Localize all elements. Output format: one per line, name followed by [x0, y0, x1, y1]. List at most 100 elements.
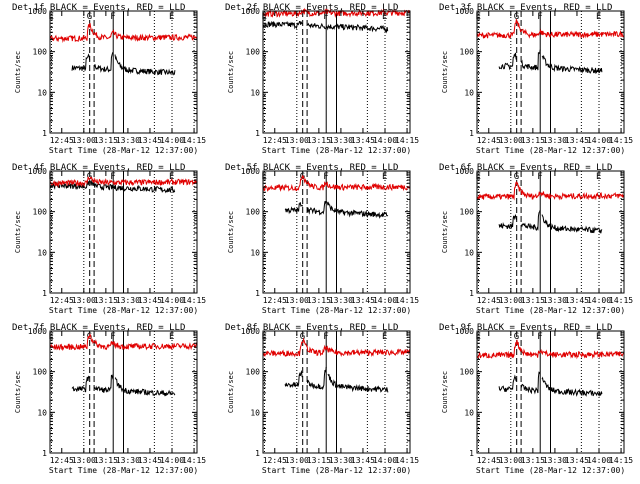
x-tick-label: 13:00	[499, 136, 523, 145]
chart-title: Det 7f BLACK = Events, RED = LLD	[12, 323, 185, 333]
x-tick-label: 13:30	[116, 296, 140, 305]
x-axis-label: Start Time (28-Mar-12 12:37:00)	[262, 466, 411, 475]
y-tick-label: 100	[460, 208, 475, 217]
chart-title: Det 1f BLACK = Events, RED = LLD	[12, 3, 185, 13]
x-tick-label: 13:15	[94, 296, 118, 305]
events-series-line	[263, 20, 389, 34]
y-tick-label: 10	[464, 408, 474, 417]
chart-panel-1: Det 1f BLACK = Events, RED = LLDEGFE1101…	[12, 3, 206, 155]
x-axis-label: Start Time (28-Mar-12 12:37:00)	[49, 146, 198, 155]
chart-title: Det 4f BLACK = Events, RED = LLD	[12, 163, 185, 173]
x-tick-label: 13:30	[329, 456, 353, 465]
x-tick-label: 13:15	[307, 136, 331, 145]
lld-series-line	[49, 333, 198, 352]
x-tick-label: 14:00	[160, 136, 184, 145]
marker-label: F	[323, 172, 328, 182]
y-tick-label: 1000	[28, 167, 47, 176]
y-tick-label: 100	[33, 208, 48, 217]
y-tick-label: 100	[33, 48, 48, 57]
x-tick-label: 12:45	[263, 296, 287, 305]
x-tick-label: 13:30	[329, 136, 353, 145]
x-tick-label: 13:30	[543, 456, 567, 465]
marker-label: E	[596, 12, 601, 22]
marker-label: F	[110, 12, 115, 22]
y-tick-label: 1	[469, 289, 474, 298]
x-tick-label: 14:00	[587, 296, 611, 305]
x-tick-label: 14:00	[160, 456, 184, 465]
y-axis-label: Counts/sec	[441, 371, 449, 413]
x-tick-label: 13:00	[499, 456, 523, 465]
x-tick-label: 12:45	[50, 296, 74, 305]
marker-label: F	[323, 332, 328, 342]
events-series-line	[284, 200, 389, 219]
x-tick-label: 13:45	[351, 136, 375, 145]
x-tick-label: 12:45	[477, 296, 501, 305]
x-tick-label: 13:45	[351, 456, 375, 465]
y-tick-label: 100	[460, 368, 475, 377]
x-tick-label: 14:00	[160, 296, 184, 305]
x-axis-label: Start Time (28-Mar-12 12:37:00)	[49, 306, 198, 315]
events-series-line	[498, 209, 603, 234]
x-tick-label: 13:30	[329, 296, 353, 305]
x-tick-label: 13:00	[72, 456, 96, 465]
chart-panel-9: Det 9f BLACK = Events, RED = LLDEGFE1101…	[439, 323, 633, 475]
x-tick-label: 14:15	[182, 296, 206, 305]
marker-label: G	[300, 332, 305, 342]
lld-series-line	[262, 337, 411, 358]
y-axis-label: Counts/sec	[441, 51, 449, 93]
x-tick-label: 14:00	[587, 456, 611, 465]
x-tick-label: 13:15	[94, 136, 118, 145]
marker-label: G	[514, 332, 519, 342]
plot-frame	[262, 170, 411, 294]
x-tick-label: 13:15	[307, 456, 331, 465]
x-tick-label: 14:15	[182, 456, 206, 465]
x-tick-label: 12:45	[50, 136, 74, 145]
plot-frame	[49, 10, 198, 134]
plot-frame	[262, 330, 411, 454]
marker-label: F	[110, 172, 115, 182]
x-tick-label: 13:30	[116, 136, 140, 145]
y-tick-label: 10	[37, 248, 47, 257]
plot-frame	[476, 170, 625, 294]
marker-label: G	[87, 172, 92, 182]
plot-frame	[476, 10, 625, 134]
x-tick-label: 13:30	[116, 456, 140, 465]
x-tick-label: 13:00	[499, 296, 523, 305]
y-tick-label: 1	[255, 129, 260, 138]
y-tick-label: 1	[42, 449, 47, 458]
marker-label: F	[537, 12, 542, 22]
plot-frame	[476, 330, 625, 454]
y-tick-label: 1000	[455, 327, 474, 336]
lld-series-line	[476, 339, 625, 360]
marker-label: E	[382, 12, 387, 22]
x-tick-label: 13:30	[543, 136, 567, 145]
chart-title: Det 8f BLACK = Events, RED = LLD	[225, 323, 398, 333]
marker-label: F	[537, 332, 542, 342]
y-tick-label: 1000	[455, 7, 474, 16]
marker-label: F	[537, 172, 542, 182]
marker-label: F	[323, 12, 328, 22]
x-tick-label: 14:00	[373, 296, 397, 305]
plot-frame	[49, 330, 198, 454]
plot-frame	[262, 10, 411, 134]
chart-panel-2: Det 2f BLACK = Events, RED = LLDEFE11010…	[225, 3, 419, 155]
y-tick-label: 1	[255, 289, 260, 298]
y-tick-label: 1000	[28, 327, 47, 336]
marker-label: E	[382, 332, 387, 342]
chart-panel-7: Det 7f BLACK = Events, RED = LLDEGFE1101…	[12, 323, 206, 475]
marker-label: G	[87, 12, 92, 22]
y-tick-label: 10	[464, 248, 474, 257]
x-axis-label: Start Time (28-Mar-12 12:37:00)	[476, 466, 625, 475]
y-tick-label: 1	[469, 129, 474, 138]
lld-series-line	[262, 175, 411, 192]
chart-title: Det 3f BLACK = Events, RED = LLD	[439, 3, 612, 13]
chart-title: Det 5f BLACK = Events, RED = LLD	[225, 163, 398, 173]
x-tick-label: 14:15	[395, 456, 419, 465]
y-tick-label: 1000	[455, 167, 474, 176]
x-tick-label: 13:00	[72, 296, 96, 305]
x-tick-label: 13:45	[138, 296, 162, 305]
chart-panel-5: Det 5f BLACK = Events, RED = LLDEGFE1101…	[225, 163, 419, 315]
y-tick-label: 100	[246, 48, 261, 57]
x-tick-label: 14:00	[587, 136, 611, 145]
